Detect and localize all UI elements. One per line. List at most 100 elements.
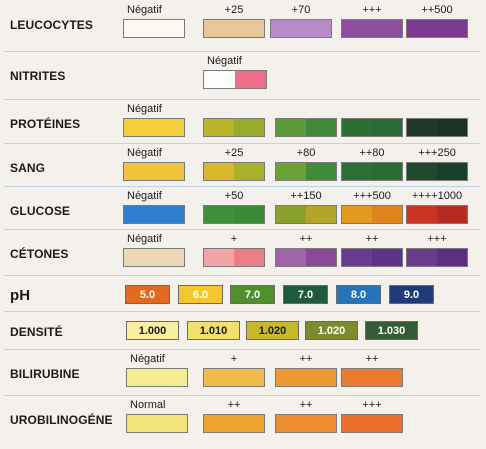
color-swatch [203,162,265,181]
swatch-caption: Normal [130,399,166,411]
swatch-segment [306,163,336,180]
color-swatch [126,368,188,387]
swatch-segment [154,163,184,180]
swatch-segment [204,369,234,386]
ph-value-box: 6.0 [178,285,223,304]
swatch-segment [407,20,437,37]
swatch-segment [127,369,157,386]
row-divider [4,99,480,100]
swatch-segment [342,249,372,266]
swatch-caption: Négatif [207,55,242,67]
color-swatch [123,118,185,137]
swatch-segment [157,369,187,386]
swatch-segment [124,20,154,37]
color-swatch [406,248,468,267]
swatch-segment [154,20,184,37]
swatch-caption: +70 [291,4,311,16]
swatch-segment [342,206,372,223]
ph-value-box: 8.0 [336,285,381,304]
color-swatch [275,414,337,433]
swatch-segment [276,249,306,266]
swatch-segment [437,206,467,223]
density-value-box: 1.010 [187,321,240,340]
swatch-caption: ++ [299,399,313,411]
row-divider [4,229,480,230]
color-swatch [341,205,403,224]
color-swatch [203,368,265,387]
color-swatch [203,70,267,89]
swatch-caption: ++ [299,353,313,365]
swatch-caption: ++ [365,353,379,365]
swatch-caption: +25 [224,4,244,16]
swatch-caption: +++ [427,233,447,245]
color-swatch [203,414,265,433]
color-swatch [341,368,403,387]
swatch-segment [154,119,184,136]
color-swatch [203,19,265,38]
swatch-segment [234,206,264,223]
swatch-segment [407,249,437,266]
swatch-caption: Négatif [127,103,162,115]
swatch-segment [372,119,402,136]
color-swatch [341,19,403,38]
density-value-box: 1.020 [305,321,358,340]
color-swatch [275,368,337,387]
swatch-segment [234,163,264,180]
swatch-caption: +25 [224,147,244,159]
color-swatch [275,205,337,224]
swatch-segment [204,71,235,88]
color-swatch [123,205,185,224]
swatch-segment [407,163,437,180]
color-swatch [126,414,188,433]
swatch-segment [342,415,372,432]
color-swatch [275,118,337,137]
swatch-segment [306,369,336,386]
swatch-segment [124,119,154,136]
color-swatch [341,414,403,433]
density-value-box: 1.020 [246,321,299,340]
row-divider [4,51,480,52]
swatch-segment [437,163,467,180]
color-swatch [406,118,468,137]
swatch-caption: ++ [227,399,241,411]
color-swatch [203,205,265,224]
swatch-segment [157,415,187,432]
swatch-segment [342,163,372,180]
swatch-segment [342,119,372,136]
color-swatch [406,205,468,224]
swatch-segment [437,249,467,266]
swatch-segment [204,206,234,223]
swatch-segment [124,206,154,223]
swatch-segment [234,249,264,266]
row-label-ph: pH [10,287,31,304]
swatch-segment [407,206,437,223]
swatch-segment [372,163,402,180]
row-label-bilirubine: BILIRUBINE [10,367,80,381]
swatch-segment [234,369,264,386]
swatch-segment [204,119,234,136]
color-swatch [123,19,185,38]
swatch-caption: ++ [299,233,313,245]
row-divider [4,275,480,276]
swatch-caption: Négatif [127,190,162,202]
swatch-caption: +50 [224,190,244,202]
row-divider [4,349,480,350]
swatch-segment [437,20,467,37]
swatch-segment [372,415,402,432]
ph-value-box: 9.0 [389,285,434,304]
swatch-segment [276,163,306,180]
color-swatch [341,248,403,267]
swatch-segment [124,163,154,180]
color-swatch [270,19,332,38]
swatch-segment [204,249,234,266]
swatch-segment [276,415,306,432]
swatch-segment [276,206,306,223]
swatch-segment [204,163,234,180]
row-label-cetones: CÉTONES [10,247,69,261]
swatch-segment [372,369,402,386]
swatch-segment [124,249,154,266]
swatch-caption: +++ [362,4,382,16]
swatch-caption: + [230,233,238,245]
row-divider [4,311,480,312]
density-value-box: 1.030 [365,321,418,340]
